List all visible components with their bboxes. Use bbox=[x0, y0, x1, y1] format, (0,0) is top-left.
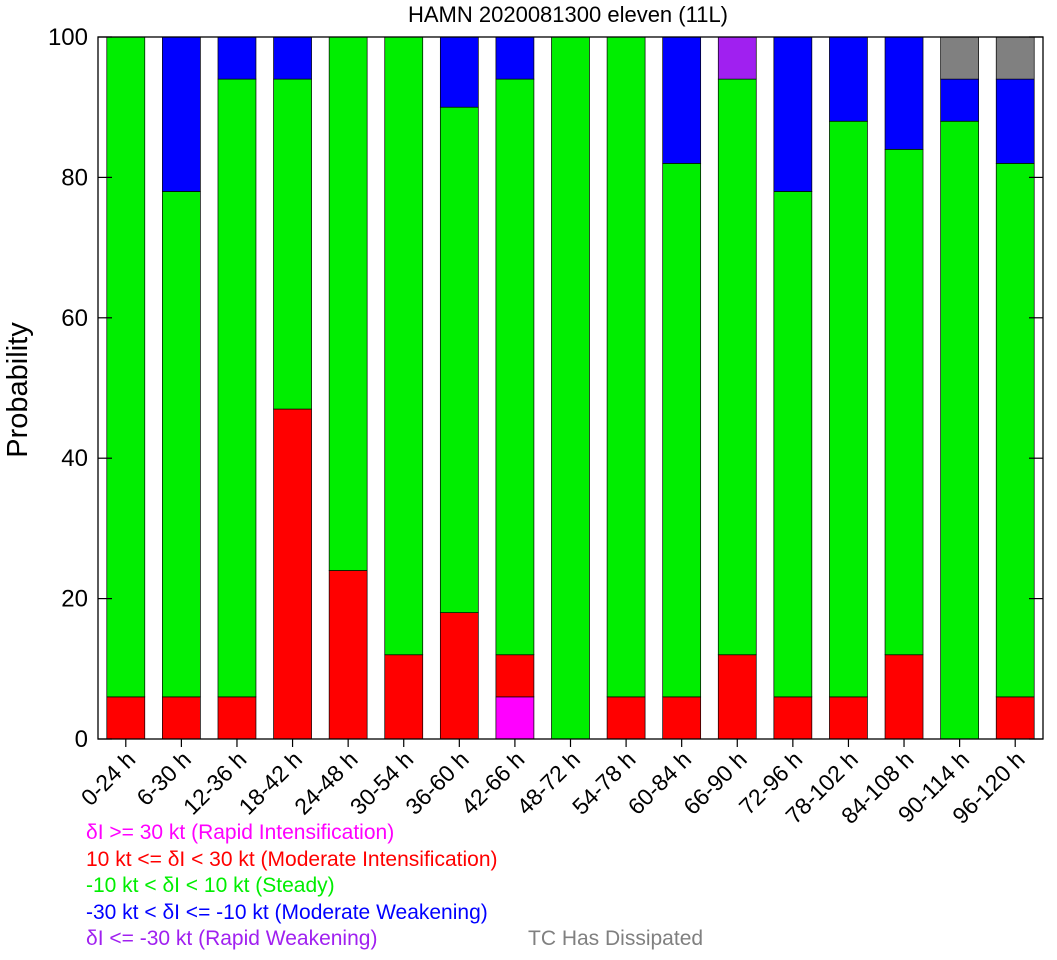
bar-segment-18-42h-series-1 bbox=[273, 408, 312, 740]
bar-segment-90-114h-series-3 bbox=[940, 78, 979, 122]
legend-entry-2: -10 kt < δI < 10 kt (Steady) bbox=[86, 874, 335, 897]
bar-segment-36-60h-series-2 bbox=[439, 106, 479, 613]
bar-segment-12-36h-series-3 bbox=[217, 36, 257, 80]
legend-entry-4: δI <= -30 kt (Rapid Weakening) bbox=[86, 927, 378, 950]
bar-segment-36-60h-series-3 bbox=[439, 36, 479, 108]
bar-segment-36-60h-series-1 bbox=[439, 612, 479, 740]
bars-layer bbox=[106, 36, 1035, 740]
legend-entry-1: 10 kt <= δI < 30 kt (Moderate Intensific… bbox=[86, 847, 498, 871]
y-tick-label-60: 60 bbox=[61, 305, 88, 332]
y-axis-label: Probability bbox=[2, 322, 34, 458]
y-tick-label-80: 80 bbox=[61, 164, 88, 191]
bar-segment-66-90h-series-4 bbox=[717, 36, 757, 80]
bar-segment-42-66h-series-3 bbox=[495, 36, 535, 80]
bar-segment-84-108h-series-2 bbox=[884, 148, 924, 656]
bar-segment-6-30h-series-1 bbox=[162, 696, 201, 740]
bar-segment-90-114h-series-5 bbox=[940, 36, 979, 80]
bar-segment-66-90h-series-2 bbox=[717, 78, 757, 656]
bar-segment-42-66h-series-0 bbox=[495, 696, 535, 740]
bar-segment-78-102h-series-2 bbox=[829, 120, 868, 698]
y-tick-label-20: 20 bbox=[61, 586, 88, 613]
bar-segment-18-42h-series-3 bbox=[273, 36, 312, 80]
bar-segment-96-120h-series-3 bbox=[995, 78, 1035, 164]
bar-segment-48-72h-series-2 bbox=[551, 36, 590, 740]
bar-segment-96-120h-series-2 bbox=[995, 163, 1035, 698]
bar-segment-42-66h-series-2 bbox=[495, 78, 535, 656]
bar-segment-60-84h-series-2 bbox=[662, 163, 702, 698]
bar-segment-30-54h-series-1 bbox=[384, 654, 424, 740]
bar-segment-6-30h-series-2 bbox=[162, 191, 201, 698]
legend-entry-0: δI >= 30 kt (Rapid Intensification) bbox=[86, 821, 395, 844]
bar-segment-60-84h-series-1 bbox=[662, 696, 702, 740]
bar-segment-24-48h-series-2 bbox=[328, 36, 368, 571]
bar-segment-72-96h-series-3 bbox=[773, 36, 813, 192]
bar-segment-0-24h-series-2 bbox=[106, 36, 146, 698]
bar-segment-54-78h-series-2 bbox=[606, 36, 646, 698]
chart-title: HAMN 2020081300 eleven (11L) bbox=[408, 2, 728, 27]
legend-entry-5: TC Has Dissipated bbox=[528, 927, 704, 950]
bar-segment-96-120h-series-5 bbox=[995, 36, 1035, 80]
bar-segment-72-96h-series-1 bbox=[773, 696, 813, 740]
x-tick-label-0: 0-24 h bbox=[76, 746, 141, 811]
y-tick-label-100: 100 bbox=[48, 24, 88, 51]
bar-segment-78-102h-series-1 bbox=[829, 696, 868, 740]
bar-segment-84-108h-series-3 bbox=[884, 36, 924, 150]
bar-segment-66-90h-series-1 bbox=[717, 654, 757, 740]
bar-segment-12-36h-series-1 bbox=[217, 696, 257, 740]
bar-segment-54-78h-series-1 bbox=[606, 696, 646, 740]
bar-segment-96-120h-series-1 bbox=[995, 696, 1035, 740]
bar-segment-6-30h-series-3 bbox=[162, 36, 201, 192]
bar-segment-42-66h-series-1 bbox=[495, 654, 535, 698]
y-tick-label-0: 0 bbox=[75, 726, 88, 753]
y-tick-label-40: 40 bbox=[61, 445, 88, 472]
bar-segment-78-102h-series-3 bbox=[829, 36, 868, 122]
bar-segment-30-54h-series-2 bbox=[384, 36, 424, 656]
bar-segment-24-48h-series-1 bbox=[328, 570, 368, 740]
legend-entry-3: -30 kt < δI <= -10 kt (Moderate Weakenin… bbox=[86, 900, 488, 924]
bar-segment-12-36h-series-2 bbox=[217, 78, 257, 698]
bar-segment-0-24h-series-1 bbox=[106, 696, 146, 740]
bar-segment-18-42h-series-2 bbox=[273, 78, 312, 410]
axes-layer bbox=[97, 36, 1044, 747]
bar-segment-60-84h-series-3 bbox=[662, 36, 702, 164]
bar-segment-84-108h-series-1 bbox=[884, 654, 924, 740]
bar-segment-90-114h-series-2 bbox=[940, 120, 979, 740]
bar-segment-72-96h-series-2 bbox=[773, 191, 813, 698]
